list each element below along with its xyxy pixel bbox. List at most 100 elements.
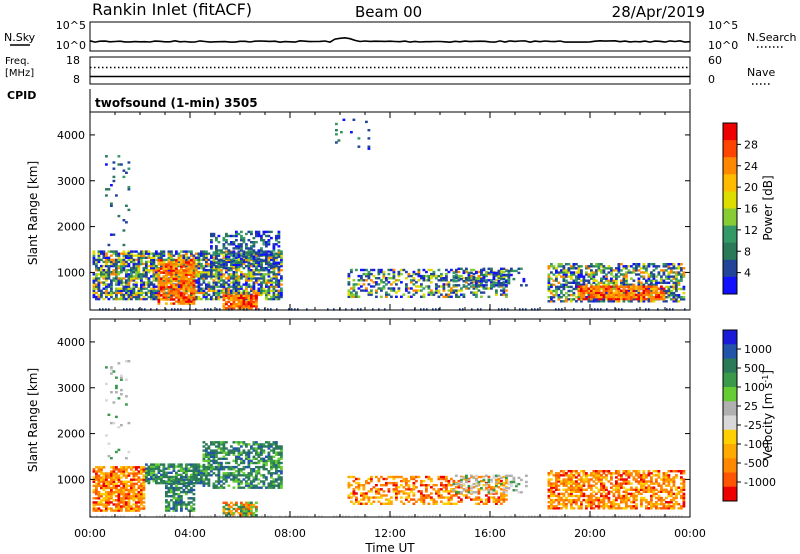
power-cell-1001 xyxy=(232,289,236,292)
velocity-cell-1026 xyxy=(270,480,273,483)
power-cell-817 xyxy=(205,250,208,253)
power-cell-2006 xyxy=(380,270,383,274)
velocity-cell-509 xyxy=(197,471,201,474)
velocity-cell-406 xyxy=(162,475,166,479)
power-cell-2711 xyxy=(610,273,613,276)
power-cell-1268 xyxy=(267,273,271,276)
velocity-cell-843 xyxy=(237,484,241,487)
power-cell-1260 xyxy=(267,293,271,297)
power-cell-2576 xyxy=(580,269,583,272)
power-cell-1865 xyxy=(260,253,263,256)
power-cell-2367 xyxy=(490,284,493,287)
velocity-cell-990 xyxy=(262,465,266,469)
power-cell-99 xyxy=(105,258,108,262)
velocity-cell-1076 xyxy=(277,476,281,479)
power-cell-186 xyxy=(117,254,121,257)
velocity-cell-540 xyxy=(167,488,171,492)
power-cell-586 xyxy=(172,254,176,257)
power-cell-2473 xyxy=(560,283,563,286)
power-cell-90 xyxy=(105,279,108,282)
power-cell-2714 xyxy=(610,267,613,270)
power-cell-2654 xyxy=(597,265,601,268)
power-cell-1009 xyxy=(232,273,236,276)
velocity-cell-299 xyxy=(137,505,141,508)
power-cell-1508 xyxy=(177,263,181,266)
power-cell-1305 xyxy=(272,271,276,274)
power-cell-2031 xyxy=(390,277,393,280)
velocity-cell-404 xyxy=(162,481,166,485)
power-cell-1921 xyxy=(277,230,281,234)
power-cell-1242 xyxy=(265,293,268,297)
power-cell-1908 xyxy=(275,239,278,242)
power-cell-1126 xyxy=(247,264,251,268)
velocity-cell-1252 xyxy=(375,484,378,487)
velocity-cell-507 xyxy=(197,477,201,481)
velocity-cell-1198 xyxy=(352,475,356,479)
power-cell-3326 xyxy=(246,308,248,311)
power-cell-2686 xyxy=(605,279,608,282)
velocity-cell-1173 xyxy=(252,512,256,515)
velocity-cell-682 xyxy=(207,478,211,481)
power-y-axis-label: Slant Range [km] xyxy=(26,161,40,265)
power-cell-1948 xyxy=(355,268,358,272)
power-cell-1929 xyxy=(347,274,351,278)
power-cell-440 xyxy=(152,266,156,270)
power-cell-2136 xyxy=(435,274,438,278)
velocity-cell-941 xyxy=(255,486,258,489)
velocity-cell-994 xyxy=(262,457,266,460)
power-cell-1043 xyxy=(237,291,241,295)
power-cell-1723 xyxy=(212,253,216,256)
power-cell-3213 xyxy=(650,297,653,301)
power-cell-1643 xyxy=(230,302,233,306)
velocity-cell-464 xyxy=(185,481,188,485)
velocity-cell-1418 xyxy=(440,477,443,481)
velocity-cell-993 xyxy=(262,459,266,463)
power-cell-327 xyxy=(137,275,141,278)
power-cell-3135 xyxy=(617,297,621,301)
power-cell-1369 xyxy=(157,298,161,301)
power-cell-1662 xyxy=(237,300,241,304)
power-cell-3190 xyxy=(640,297,643,301)
velocity-cell-242 xyxy=(127,490,131,494)
power-cell-1972 xyxy=(367,291,371,294)
power-cell-3036 xyxy=(682,298,686,301)
power-cell-2557 xyxy=(577,275,581,278)
power-cell-2594 xyxy=(587,300,591,303)
velocity-cell-312 xyxy=(137,470,141,473)
power-cell-270 xyxy=(130,279,133,282)
velocity-cell-1180 xyxy=(255,501,258,504)
power-cell-304 xyxy=(135,293,138,297)
velocity-cell-1069 xyxy=(275,445,278,448)
velocity-cell-504 xyxy=(195,463,198,466)
velocity-cell-52 xyxy=(100,495,103,498)
velocity-cell-753 xyxy=(217,443,221,446)
velocity-cell-1104 xyxy=(280,447,283,450)
velocity-cell-1433 xyxy=(445,479,448,483)
power-cell-1653 xyxy=(232,294,236,297)
power-cell-1315 xyxy=(275,297,278,301)
power-cell-1971 xyxy=(367,293,371,296)
power-cell-2876 xyxy=(647,277,651,280)
velocity-cell-563 xyxy=(172,486,176,490)
power-cell-174 xyxy=(117,287,121,290)
velocity-cell-1212 xyxy=(357,477,361,481)
power-cell-2142 xyxy=(437,274,441,278)
velocity-cell-85 xyxy=(105,497,108,500)
power-cell-1157 xyxy=(252,285,256,288)
velocity-cell-1441 xyxy=(447,490,451,493)
power-cell-1626 xyxy=(222,305,226,308)
power-cell-1474 xyxy=(172,269,176,272)
power-cell-1566 xyxy=(185,263,188,266)
velocity-cell-1079 xyxy=(277,465,281,469)
power-cell-3225 xyxy=(655,295,658,299)
power-cell-334 xyxy=(137,260,141,264)
power-cell-1630 xyxy=(222,294,226,297)
velocity-cell-1152 xyxy=(245,512,248,515)
velocity-cell-636 xyxy=(190,482,193,485)
power-cell-1810 xyxy=(240,230,243,234)
velocity-cell-32 xyxy=(97,507,101,510)
power-cell-2977 xyxy=(670,285,673,289)
velocity-cell-1232 xyxy=(367,500,371,503)
velocity-cell-1043 xyxy=(272,480,276,483)
power-cell-2384 xyxy=(500,277,503,281)
